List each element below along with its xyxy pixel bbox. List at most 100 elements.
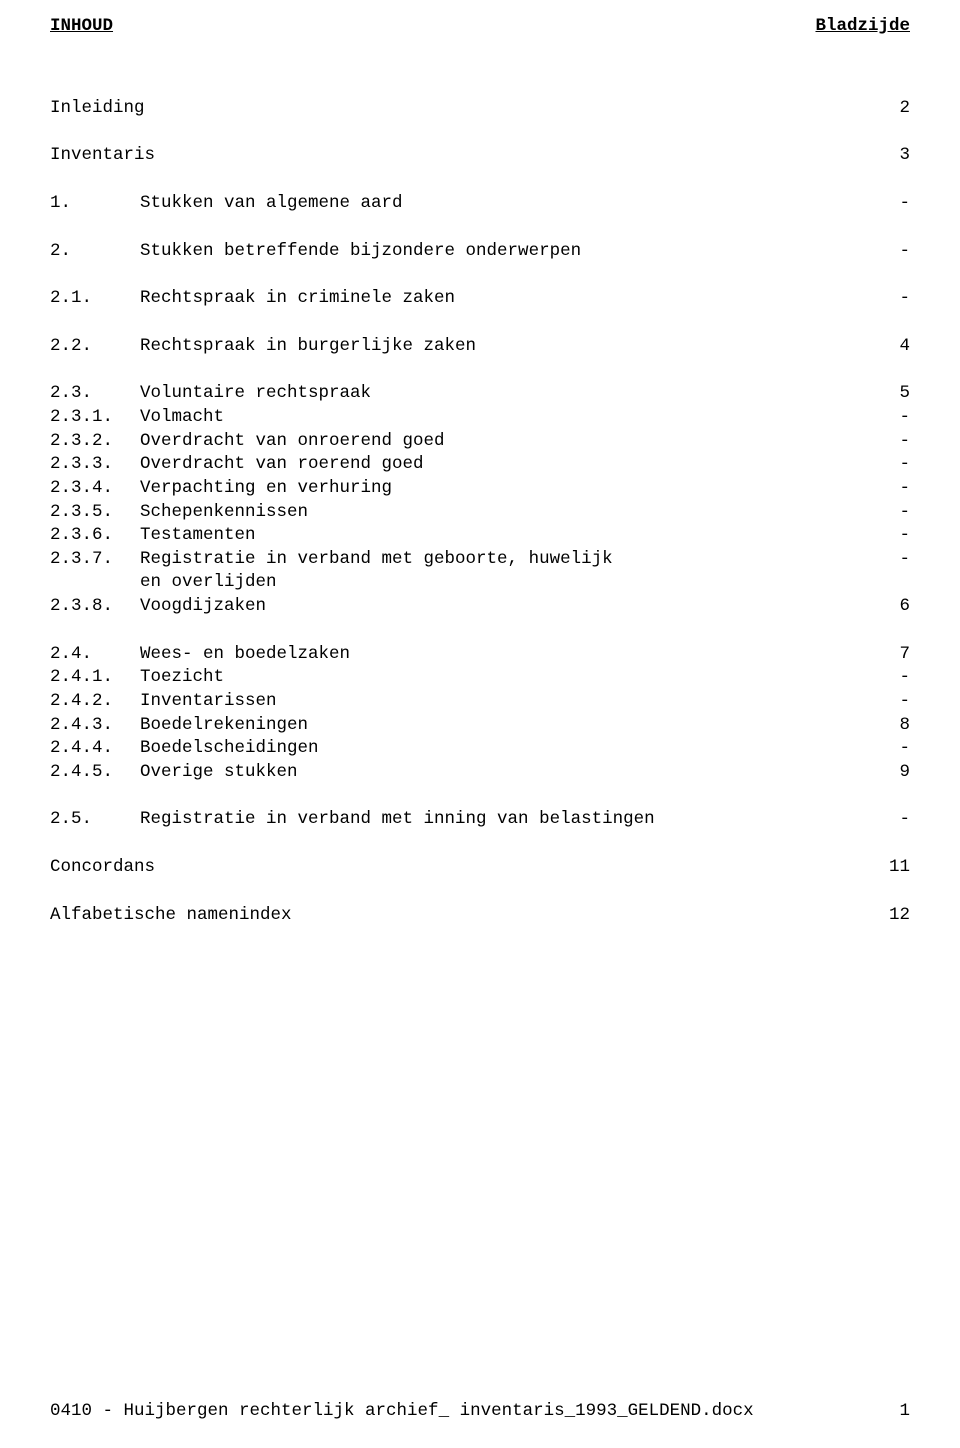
toc-row: Concordans11 <box>50 856 910 880</box>
footer-right: 1 <box>899 1400 910 1424</box>
toc-number: 2.4.3. <box>50 714 140 738</box>
toc-page: 6 <box>870 595 910 619</box>
toc-row: 2.3.7.Registratie in verband met geboort… <box>50 548 910 595</box>
toc-number: 2.4.2. <box>50 690 140 714</box>
toc-page: 8 <box>870 714 910 738</box>
header-row: INHOUD Bladzijde <box>50 15 910 39</box>
header-left: INHOUD <box>50 15 113 39</box>
toc-page: - <box>870 524 910 548</box>
toc-page: 2 <box>870 97 910 121</box>
toc-number: 2.3.8. <box>50 595 140 619</box>
toc-number: 2. <box>50 240 140 264</box>
toc-spacer <box>50 619 910 643</box>
toc-row: 2.3.Voluntaire rechtspraak5 <box>50 382 910 406</box>
toc-row: 2.4.Wees- en boedelzaken7 <box>50 643 910 667</box>
toc-number: 2.3.7. <box>50 548 140 572</box>
toc-row: 2.2.Rechtspraak in burgerlijke zaken4 <box>50 335 910 359</box>
toc-title: Overige stukken <box>140 761 870 785</box>
footer: 0410 - Huijbergen rechterlijk archief_ i… <box>50 1400 910 1424</box>
toc-number: 2.3.6. <box>50 524 140 548</box>
toc-row: 2.3.5.Schepenkennissen- <box>50 501 910 525</box>
toc-page: - <box>870 240 910 264</box>
toc-number: 2.3.4. <box>50 477 140 501</box>
toc-page: 11 <box>870 856 910 880</box>
toc-number: 2.4.5. <box>50 761 140 785</box>
toc-spacer <box>50 311 910 335</box>
toc-spacer <box>50 358 910 382</box>
toc-row: 1.Stukken van algemene aard- <box>50 192 910 216</box>
toc-number: 2.4. <box>50 643 140 667</box>
toc-row: 2.3.3.Overdracht van roerend goed- <box>50 453 910 477</box>
toc-title: Toezicht <box>140 666 870 690</box>
toc-page: - <box>870 548 910 572</box>
toc-spacer <box>50 168 910 192</box>
toc-title: Stukken van algemene aard <box>140 192 870 216</box>
toc-row: 2.5.Registratie in verband met inning va… <box>50 808 910 832</box>
toc-page: - <box>870 192 910 216</box>
toc-title: Registratie in verband met inning van be… <box>140 808 870 832</box>
toc-title: Overdracht van onroerend goed <box>140 430 870 454</box>
toc-title: Registratie in verband met geboorte, huw… <box>140 548 870 595</box>
page-container: INHOUD Bladzijde Inleiding2 Inventaris3 1.… <box>0 0 960 1448</box>
toc-number: 2.1. <box>50 287 140 311</box>
toc-title: Stukken betreffende bijzondere onderwerp… <box>140 240 870 264</box>
toc-spacer <box>50 120 910 144</box>
toc-title: Overdracht van roerend goed <box>140 453 870 477</box>
toc-row: Inventaris3 <box>50 144 910 168</box>
toc-number: 2.4.1. <box>50 666 140 690</box>
toc-row: Alfabetische namenindex12 <box>50 904 910 928</box>
toc-spacer <box>50 784 910 808</box>
toc-number: 2.4.4. <box>50 737 140 761</box>
toc-spacer <box>50 216 910 240</box>
toc-number: 2.3.2. <box>50 430 140 454</box>
toc-title: Inventaris <box>50 144 870 168</box>
toc-row: 2.3.2.Overdracht van onroerend goed- <box>50 430 910 454</box>
toc-title: Boedelrekeningen <box>140 714 870 738</box>
toc-number: 2.2. <box>50 335 140 359</box>
toc-page: - <box>870 477 910 501</box>
toc-body: Inleiding2 Inventaris3 1.Stukken van algem… <box>50 97 910 928</box>
toc-row: 2.3.1.Volmacht- <box>50 406 910 430</box>
toc-row: 2.Stukken betreffende bijzondere onderwe… <box>50 240 910 264</box>
toc-row: 2.3.6.Testamenten- <box>50 524 910 548</box>
toc-spacer <box>50 263 910 287</box>
toc-page: 5 <box>870 382 910 406</box>
toc-row: 2.4.2.Inventarissen- <box>50 690 910 714</box>
toc-page: 4 <box>870 335 910 359</box>
toc-title: Rechtspraak in burgerlijke zaken <box>140 335 870 359</box>
toc-title: Voluntaire rechtspraak <box>140 382 870 406</box>
footer-left: 0410 - Huijbergen rechterlijk archief_ i… <box>50 1400 754 1424</box>
toc-number: 2.5. <box>50 808 140 832</box>
toc-title: Inleiding <box>50 97 870 121</box>
toc-title: Wees- en boedelzaken <box>140 643 870 667</box>
toc-row: 2.4.1.Toezicht- <box>50 666 910 690</box>
toc-page: 12 <box>870 904 910 928</box>
toc-row: 2.4.4.Boedelscheidingen- <box>50 737 910 761</box>
toc-page: - <box>870 501 910 525</box>
toc-title: Testamenten <box>140 524 870 548</box>
toc-page: - <box>870 808 910 832</box>
toc-row: 2.4.3.Boedelrekeningen8 <box>50 714 910 738</box>
toc-spacer <box>50 880 910 904</box>
toc-page: - <box>870 287 910 311</box>
toc-page: - <box>870 406 910 430</box>
toc-page: - <box>870 453 910 477</box>
toc-title: Alfabetische namenindex <box>50 904 870 928</box>
toc-row: 2.3.4.Verpachting en verhuring- <box>50 477 910 501</box>
toc-title: Rechtspraak in criminele zaken <box>140 287 870 311</box>
toc-row: Inleiding2 <box>50 97 910 121</box>
toc-page: - <box>870 737 910 761</box>
toc-page: - <box>870 690 910 714</box>
toc-page: - <box>870 666 910 690</box>
toc-number: 1. <box>50 192 140 216</box>
toc-title: Concordans <box>50 856 870 880</box>
toc-title: Inventarissen <box>140 690 870 714</box>
toc-row: 2.1.Rechtspraak in criminele zaken- <box>50 287 910 311</box>
toc-number: 2.3.1. <box>50 406 140 430</box>
toc-title: Volmacht <box>140 406 870 430</box>
toc-page: 9 <box>870 761 910 785</box>
toc-title: Boedelscheidingen <box>140 737 870 761</box>
toc-page: 7 <box>870 643 910 667</box>
toc-title: Verpachting en verhuring <box>140 477 870 501</box>
toc-spacer <box>50 832 910 856</box>
